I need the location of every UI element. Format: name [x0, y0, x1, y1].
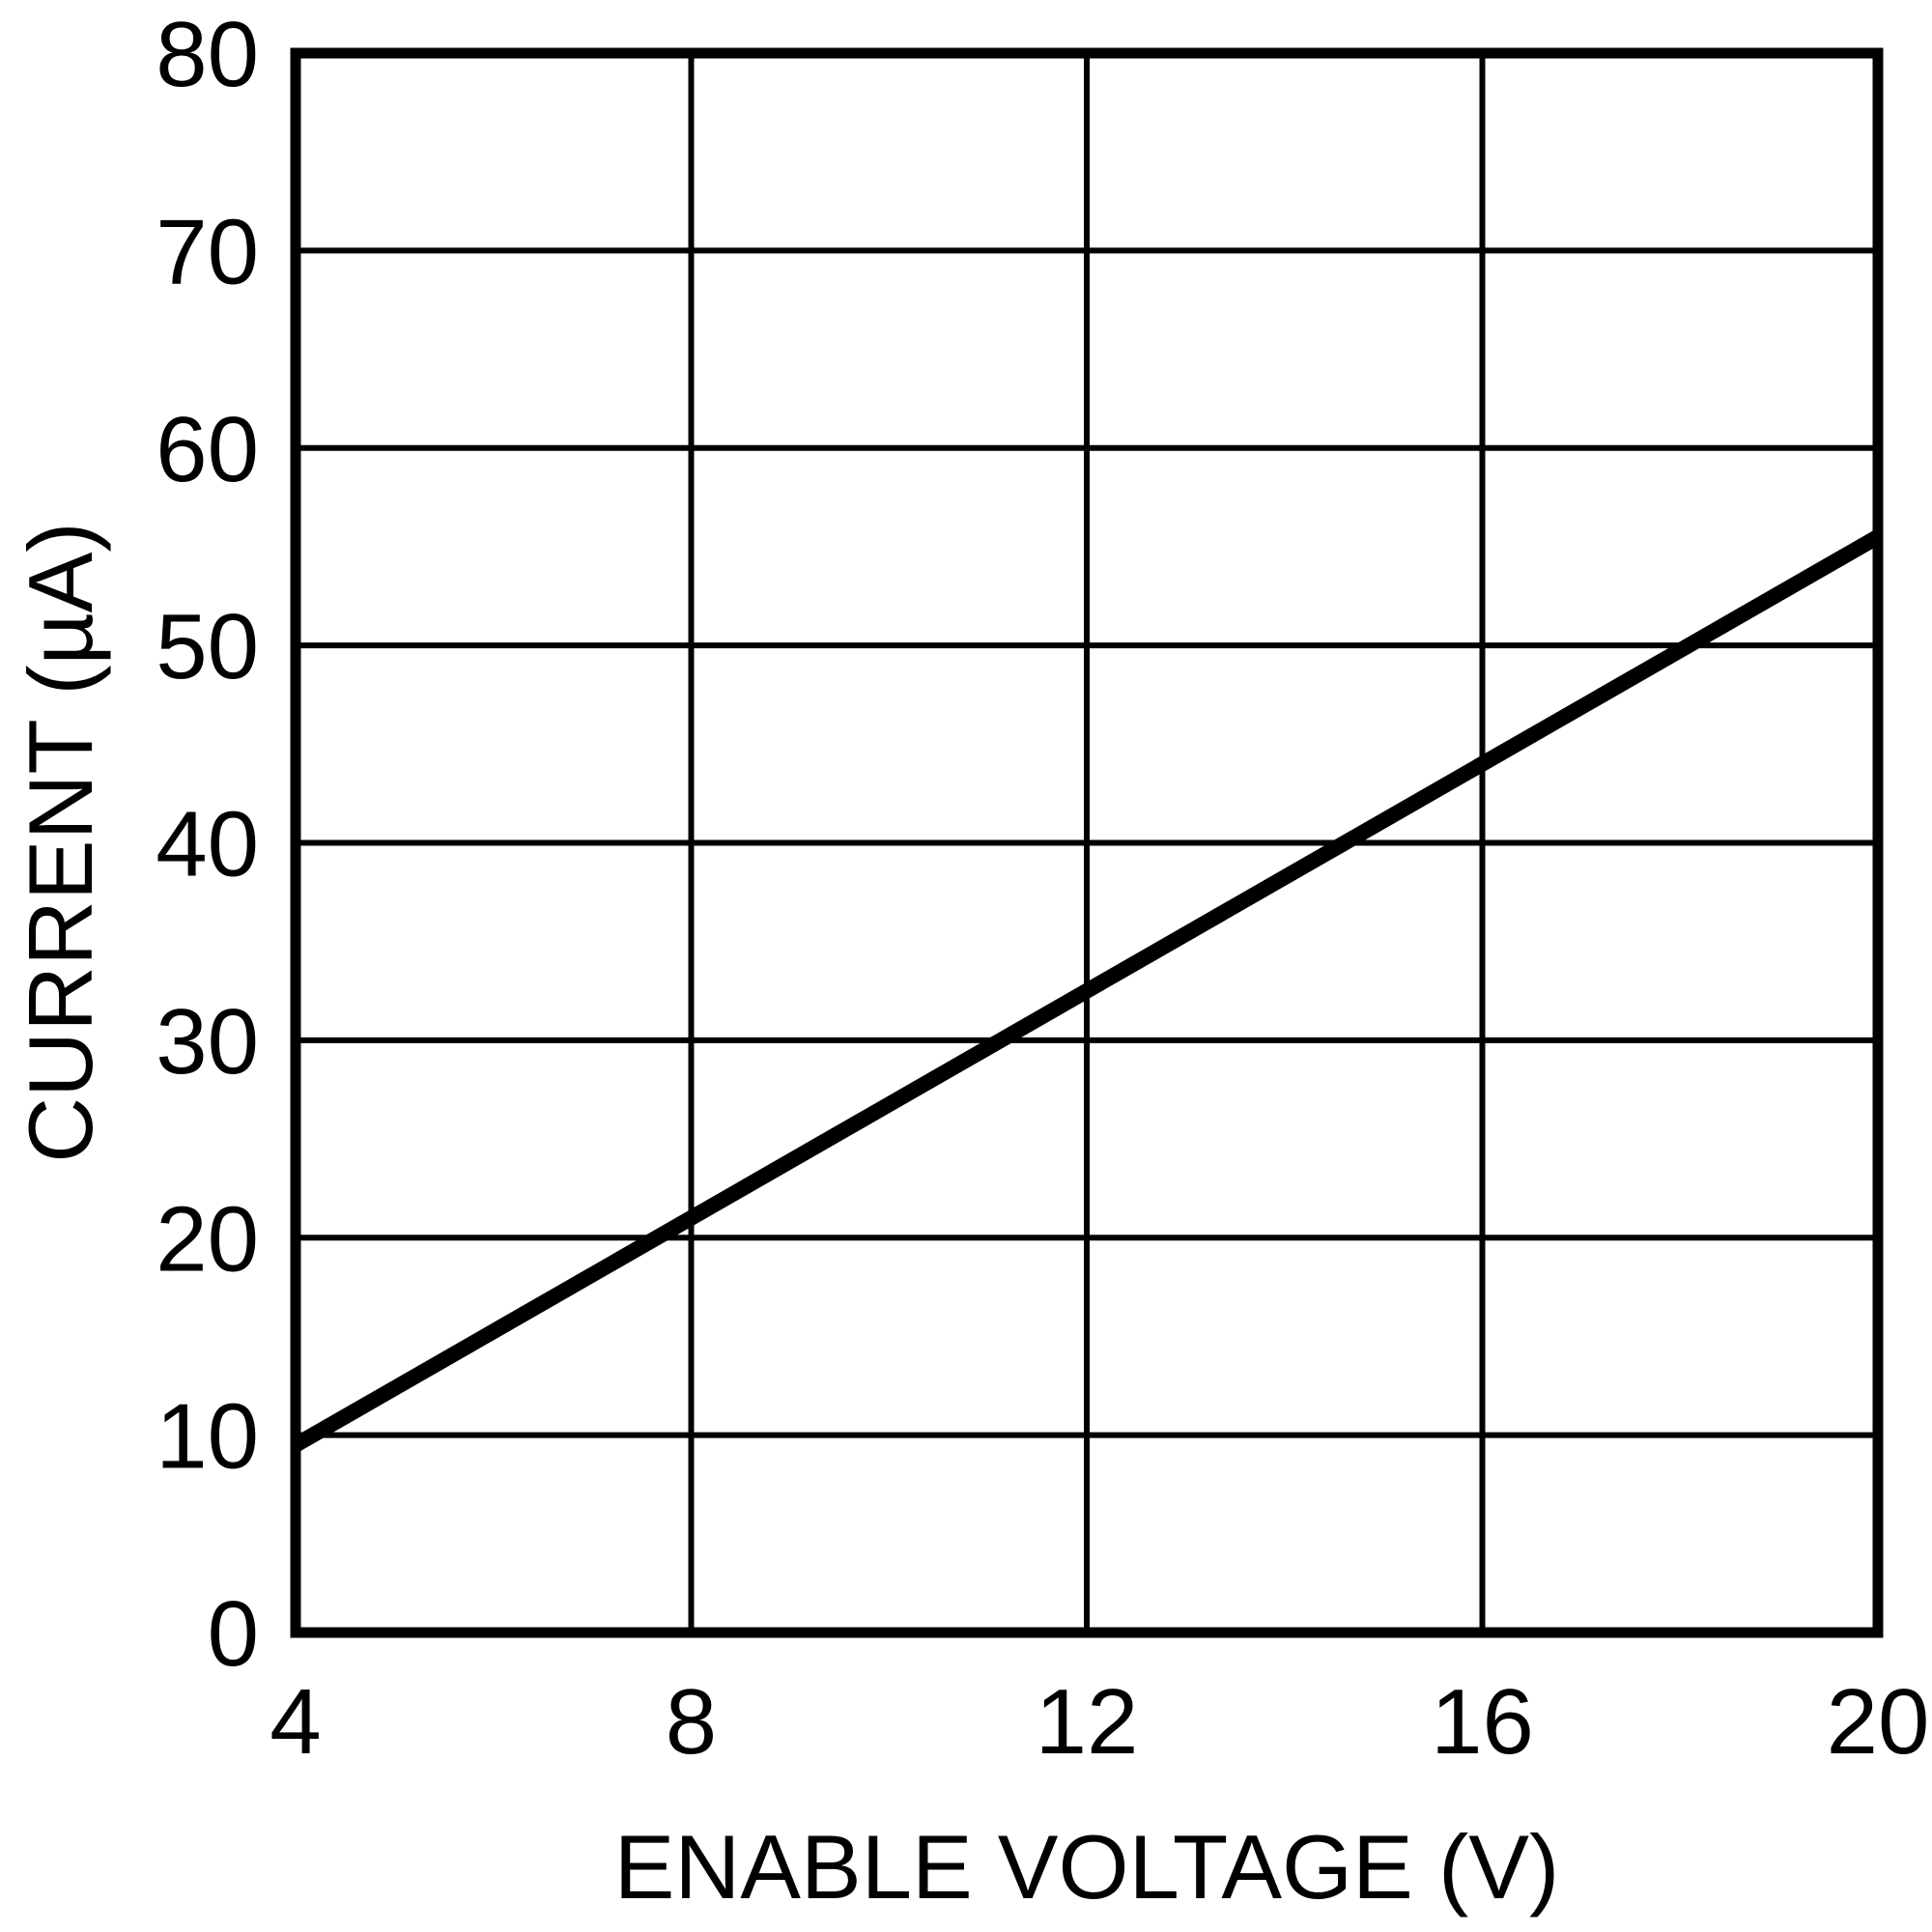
- y-tick-label: 0: [208, 1582, 259, 1686]
- y-tick-label: 20: [156, 1187, 259, 1291]
- y-tick-label: 40: [156, 793, 259, 896]
- x-tick-label: 8: [666, 1670, 717, 1774]
- gridlines: [296, 53, 1878, 1633]
- x-tick-label: 16: [1431, 1670, 1534, 1774]
- data-line-enable-pin-current: [292, 529, 1882, 1452]
- y-tick-label: 30: [156, 990, 259, 1094]
- x-tick-label: 4: [270, 1670, 321, 1774]
- y-tick-label: 10: [156, 1385, 259, 1489]
- plot-frame: [290, 47, 1884, 1638]
- tick-labels: 0 10 20 30 40 50 60 70 80 4 8 12 16 20: [156, 3, 1929, 1774]
- y-tick-label: 80: [156, 3, 259, 106]
- y-tick-label: 60: [156, 398, 259, 501]
- y-axis-title: CURRENT (µA): [10, 522, 111, 1162]
- plot-border: [290, 47, 1884, 1638]
- x-tick-label: 20: [1827, 1670, 1930, 1774]
- y-tick-label: 70: [156, 200, 259, 303]
- y-tick-label: 50: [156, 595, 259, 698]
- x-axis-title: ENABLE VOLTAGE (V): [614, 1816, 1560, 1918]
- x-tick-label: 12: [1036, 1670, 1139, 1774]
- data-series-layer: [292, 529, 1882, 1452]
